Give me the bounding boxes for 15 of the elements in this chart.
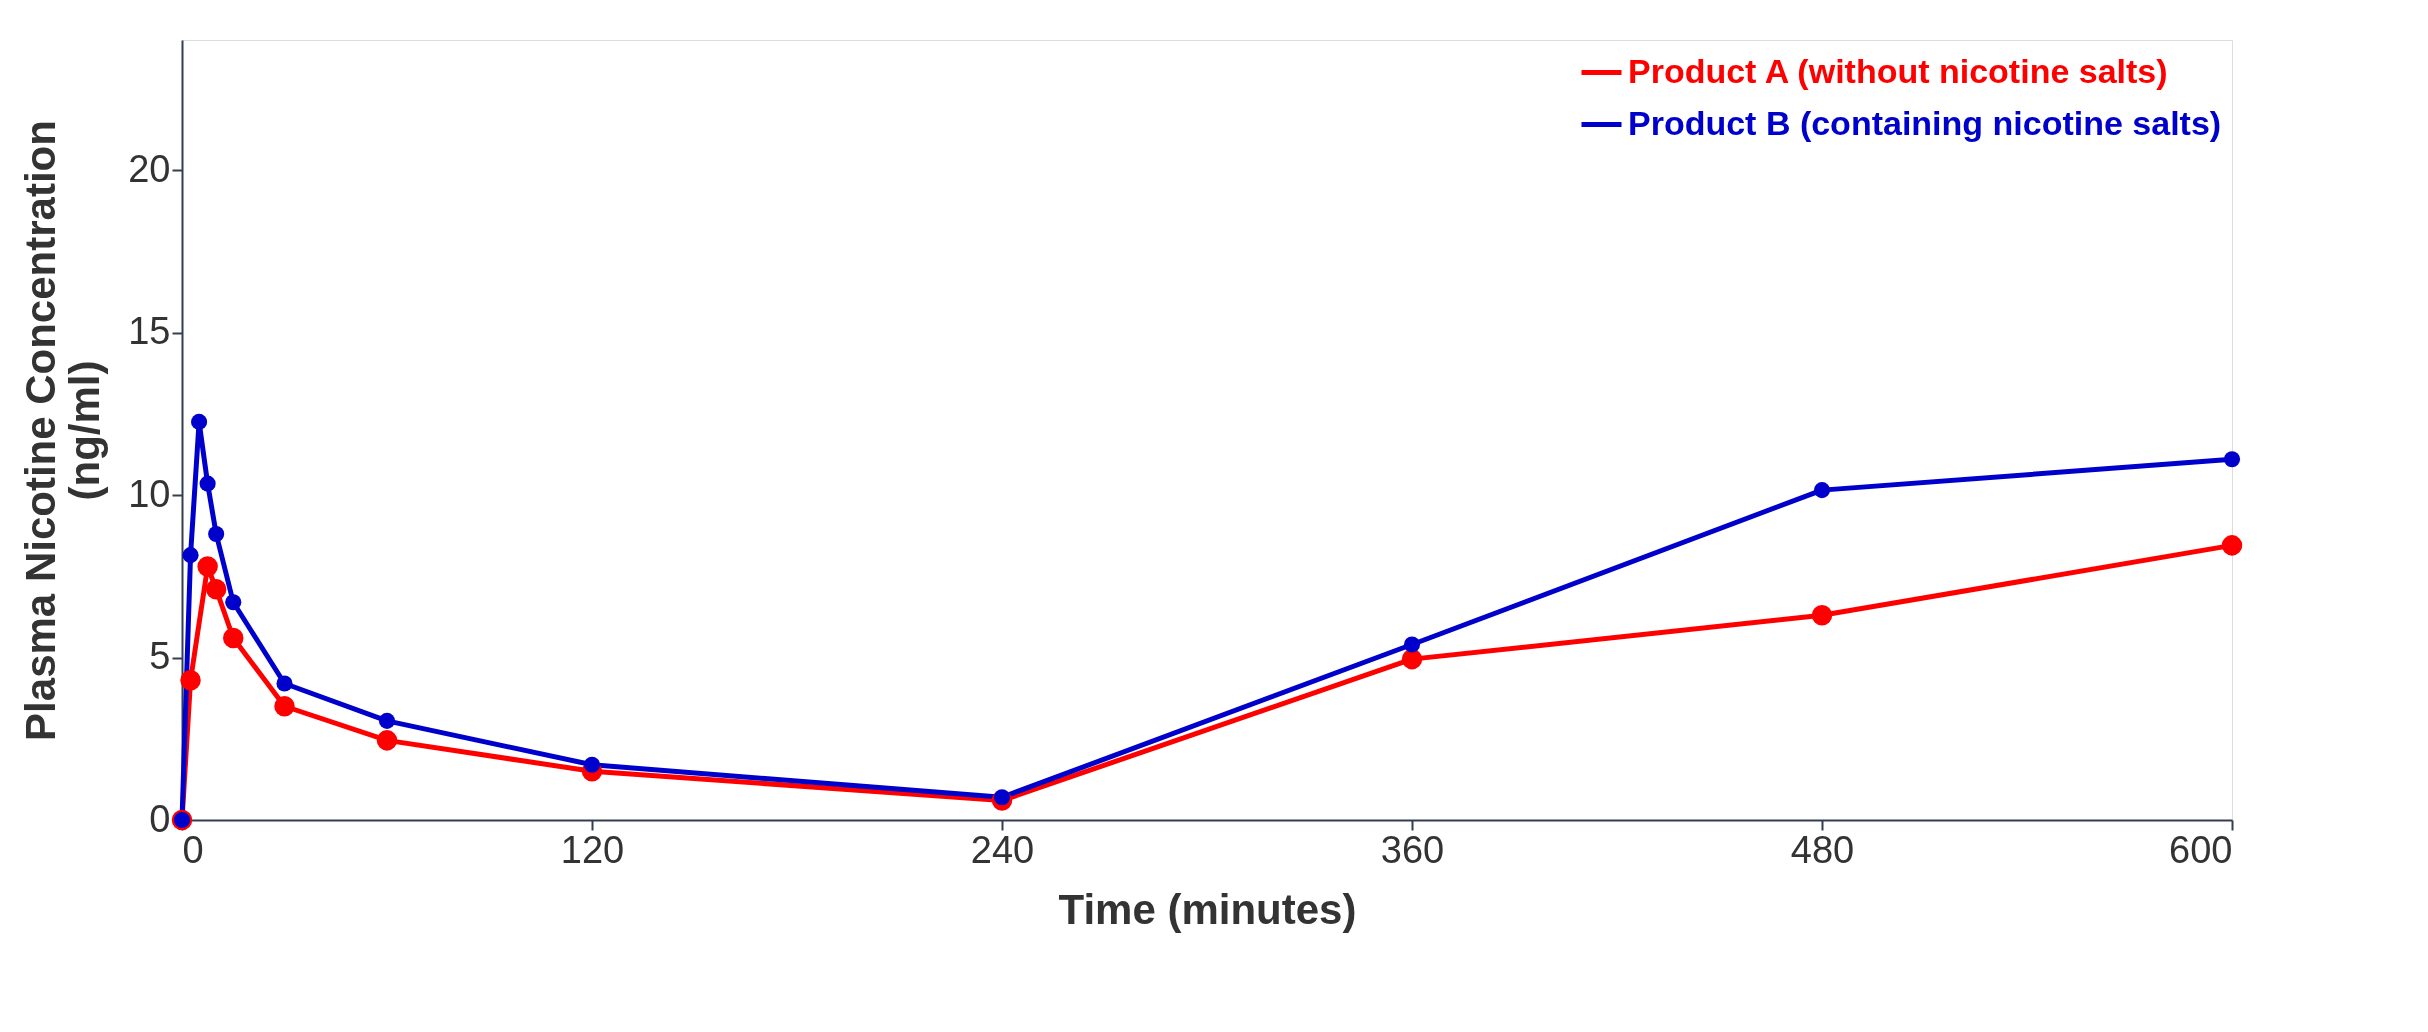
x-tick-label: 600 (2169, 828, 2233, 871)
x-tick-label: 480 (1790, 828, 1855, 871)
x-tick-label: 240 (970, 828, 1035, 871)
x-tick-label: 120 (560, 828, 625, 871)
y-tick-label: 20 (128, 147, 171, 190)
y-tick-label: 5 (149, 635, 171, 677)
y-tick-label: 10 (128, 472, 171, 515)
legend-label: Product A (without nicotine salts) (1628, 51, 2168, 90)
x-axis-title: Time (minutes) (1058, 885, 1357, 933)
y-tick-label: 15 (128, 310, 171, 352)
legend-label: Product B (containing nicotine salts) (1628, 103, 2222, 142)
y-tick-label: 0 (149, 797, 171, 840)
y-axis-title: Plasma Nicotine Concentration (ng/ml) (17, 120, 109, 741)
x-tick-label: 0 (182, 828, 204, 871)
x-tick-label: 360 (1380, 828, 1445, 871)
